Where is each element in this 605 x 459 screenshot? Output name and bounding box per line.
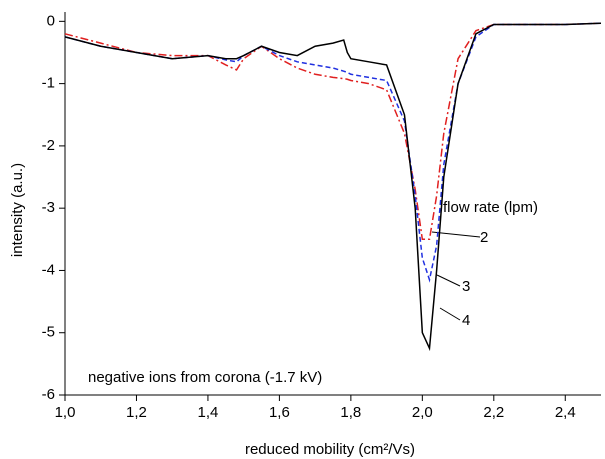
x-tick-label: 1,0	[55, 404, 76, 421]
y-tick-label: -2	[42, 137, 55, 154]
series-line	[64, 22, 602, 241]
y-tick-label: -5	[42, 324, 55, 341]
series-label: 2	[480, 229, 488, 246]
x-tick-label: 2,2	[483, 404, 504, 421]
series-line	[64, 22, 602, 352]
x-tick-label: 1,6	[269, 404, 290, 421]
x-tick-label: 1,2	[126, 404, 147, 421]
leader-line	[439, 307, 461, 321]
y-tick-label: -3	[42, 199, 55, 216]
annotation: negative ions from corona (-1.7 kV)	[88, 369, 322, 386]
y-tick-label: -1	[42, 75, 55, 92]
series-label: 4	[462, 312, 470, 329]
x-tick-label: 2,0	[412, 404, 433, 421]
y-tick-label: 0	[47, 12, 55, 29]
y-axis-label: intensity (a.u.)	[9, 163, 26, 257]
leader-line	[436, 274, 461, 287]
series-label: 3	[462, 278, 470, 295]
y-tick-label: -6	[42, 386, 55, 403]
series-line	[64, 22, 602, 283]
annotation: flow rate (lpm)	[443, 199, 538, 216]
x-axis-label: reduced mobility (cm²/Vs)	[245, 441, 415, 458]
x-tick-label: 1,8	[340, 404, 361, 421]
x-tick-label: 1,4	[198, 404, 219, 421]
x-tick-label: 2,4	[555, 404, 576, 421]
y-tick-label: -4	[42, 261, 55, 278]
